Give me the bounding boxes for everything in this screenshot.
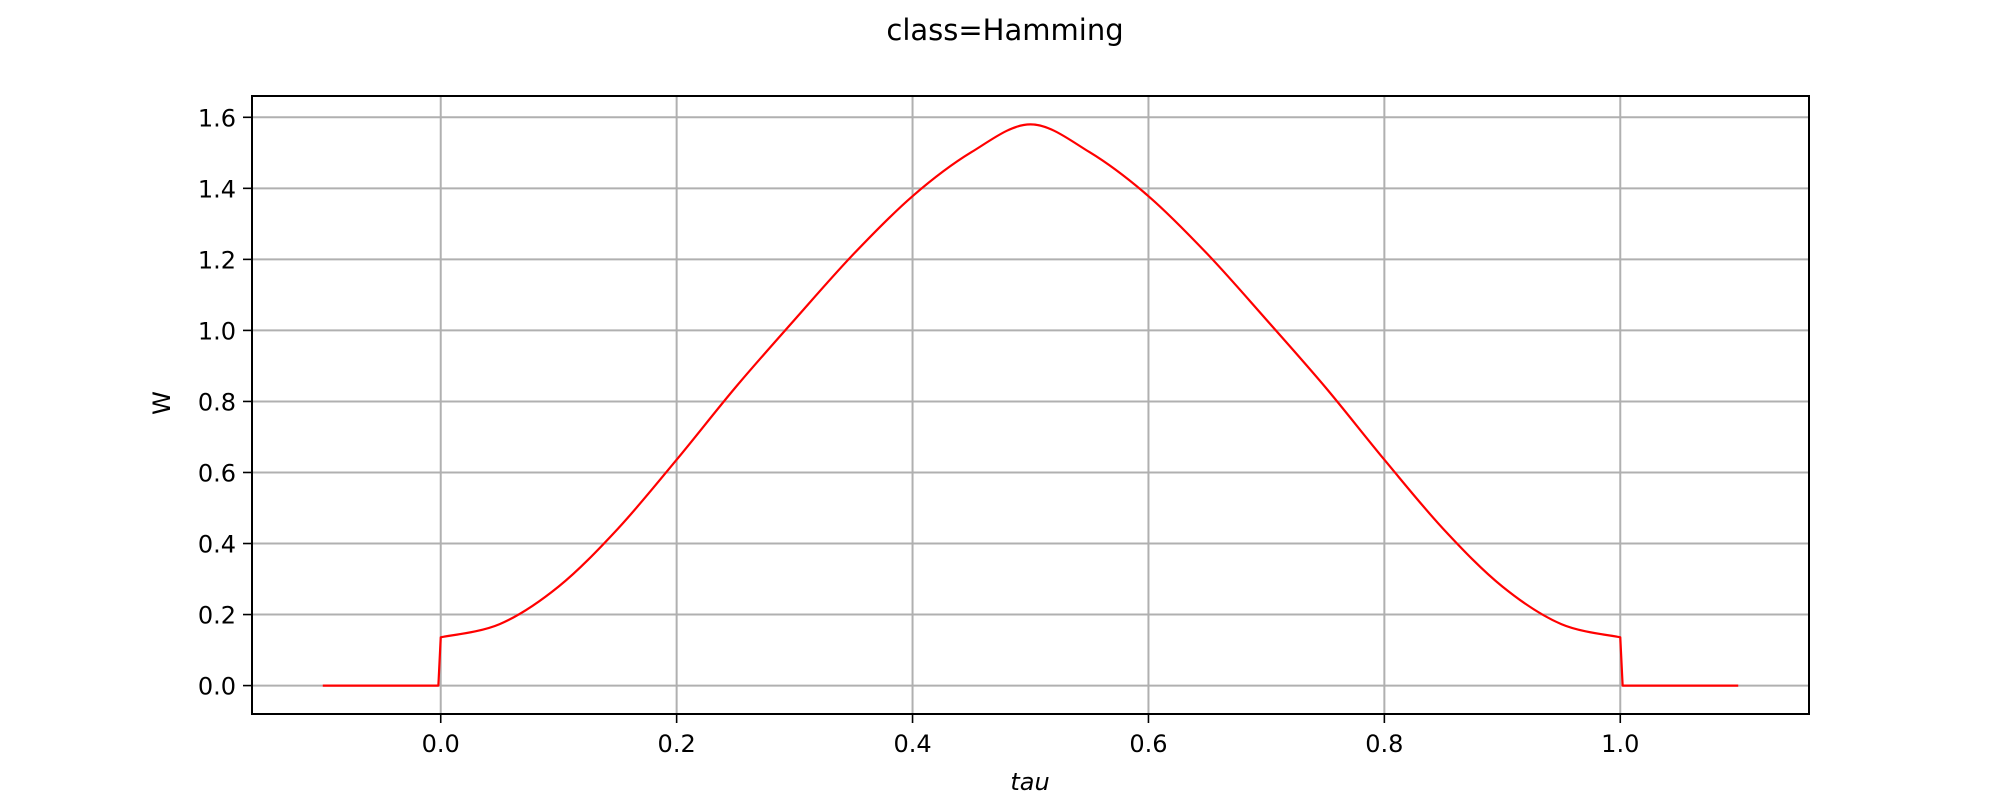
y-axis-label: W: [148, 391, 176, 415]
chart-title: class=Hamming: [886, 13, 1123, 47]
y-tick-label: 1.0: [198, 317, 236, 345]
x-axis-label: tau: [1010, 768, 1049, 796]
y-tick-label: 0.4: [198, 531, 236, 559]
y-tick-label: 0.2: [198, 602, 236, 630]
x-tick-label: 0.6: [1129, 730, 1167, 758]
y-tick-label: 1.4: [198, 175, 236, 203]
series-layer: [322, 123, 1739, 687]
x-tick-label: 0.8: [1365, 730, 1403, 758]
y-tick-label: 1.6: [198, 104, 236, 132]
y-tick-label: 0.8: [198, 388, 236, 416]
x-tick-label: 0.2: [658, 730, 696, 758]
x-tick-label: 0.4: [893, 730, 931, 758]
ticks: 0.0 0.2 0.4 0.6 0.8 1.0 0.0 0.2 0.4 0.6 0.8 1.0 1.2 1…: [198, 104, 1640, 758]
y-tick-label: 1.2: [198, 246, 236, 274]
grid: [252, 96, 1809, 714]
y-tick-label: 0.0: [198, 673, 236, 701]
x-tick-label: 0.0: [422, 730, 460, 758]
plot-frame: [251, 95, 1810, 715]
series-line: [322, 123, 1739, 687]
x-tick-label: 1.0: [1601, 730, 1639, 758]
y-tick-label: 0.6: [198, 459, 236, 487]
